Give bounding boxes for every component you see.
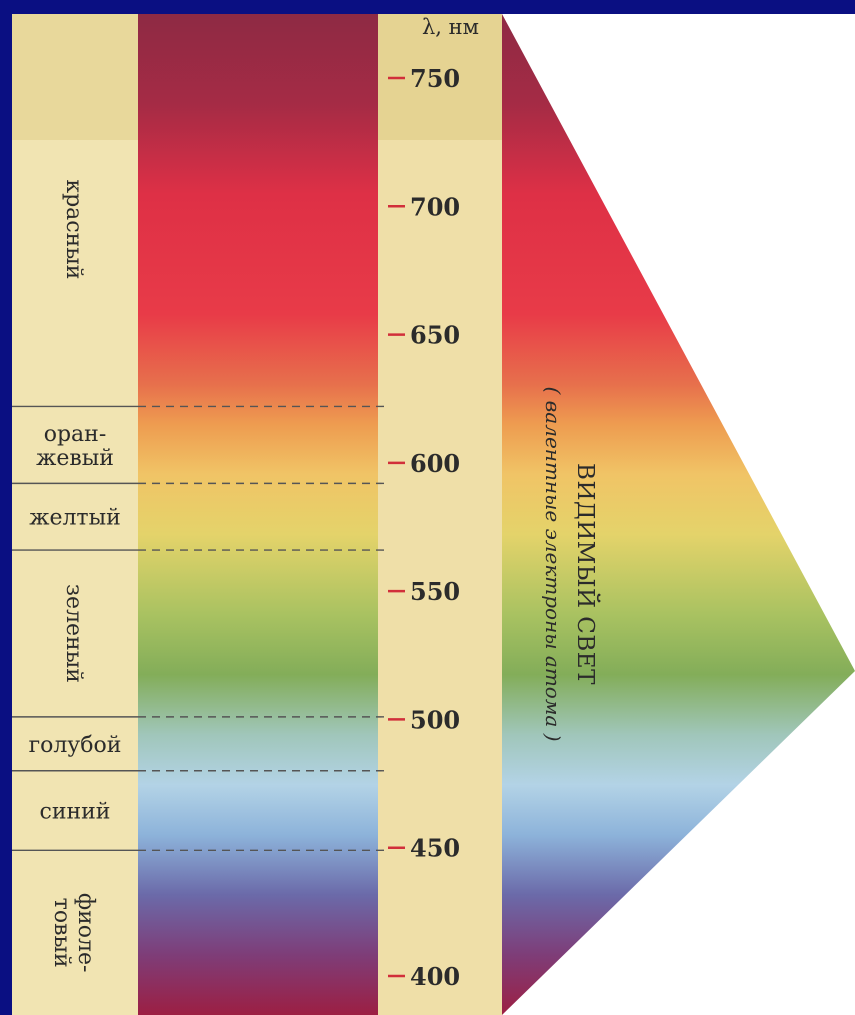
spectrum-figure: λ, нм 750 700 650 600 550 500 450 400 красный ор… [12, 14, 855, 1015]
visible-light-title: ВИДИМЫЙ СВЕТ [572, 463, 600, 685]
axis-label: λ, нм [422, 15, 479, 39]
band-label-green: зеленый [61, 584, 86, 683]
spectrum-diagram: λ, нм 750 700 650 600 550 500 450 400 красный ор… [12, 14, 855, 1015]
tick-label-750: 750 [410, 64, 460, 93]
band-label-group-violet: фиоле-товый [49, 893, 98, 973]
fan-title-group: ВИДИМЫЙ СВЕТ [572, 463, 600, 685]
band-label-yellow: желтый [29, 506, 121, 531]
band-label-cyan: голубой [29, 733, 122, 758]
band-label-red: красный [61, 179, 86, 279]
tick-label-550: 550 [410, 577, 460, 606]
tick-label-650: 650 [410, 321, 460, 350]
band-label-blue: синий [40, 800, 111, 825]
band-boundaries [12, 405, 388, 851]
band-label-group-red: красный [61, 179, 86, 279]
spectrum-band [138, 14, 378, 1015]
tick-label-450: 450 [410, 834, 460, 863]
fan-subtitle-group: ( валентные электроны атома ) [541, 386, 565, 741]
band-label-violet-line2: товый [49, 898, 74, 968]
label-column [12, 14, 138, 1015]
band-label-orange-line2: жевый [36, 446, 114, 471]
tick-label-600: 600 [410, 449, 460, 478]
band-label-orange-line1: оран- [44, 422, 107, 447]
color-band-labels: красный оран-жевый желтый зеленый голубой син… [29, 179, 122, 972]
band-label-violet-line1: фиоле- [73, 893, 98, 973]
wavelength-scale: 750 700 650 600 550 500 450 400 [388, 64, 460, 991]
scale-column [378, 14, 502, 1015]
tick-label-700: 700 [410, 192, 460, 221]
band-label-group-green: зеленый [61, 584, 86, 683]
valence-electrons-subtitle: ( валентные электроны атома ) [541, 386, 565, 741]
tick-label-500: 500 [410, 705, 460, 734]
tick-label-400: 400 [410, 962, 460, 991]
spectrum-fan [502, 14, 855, 1015]
